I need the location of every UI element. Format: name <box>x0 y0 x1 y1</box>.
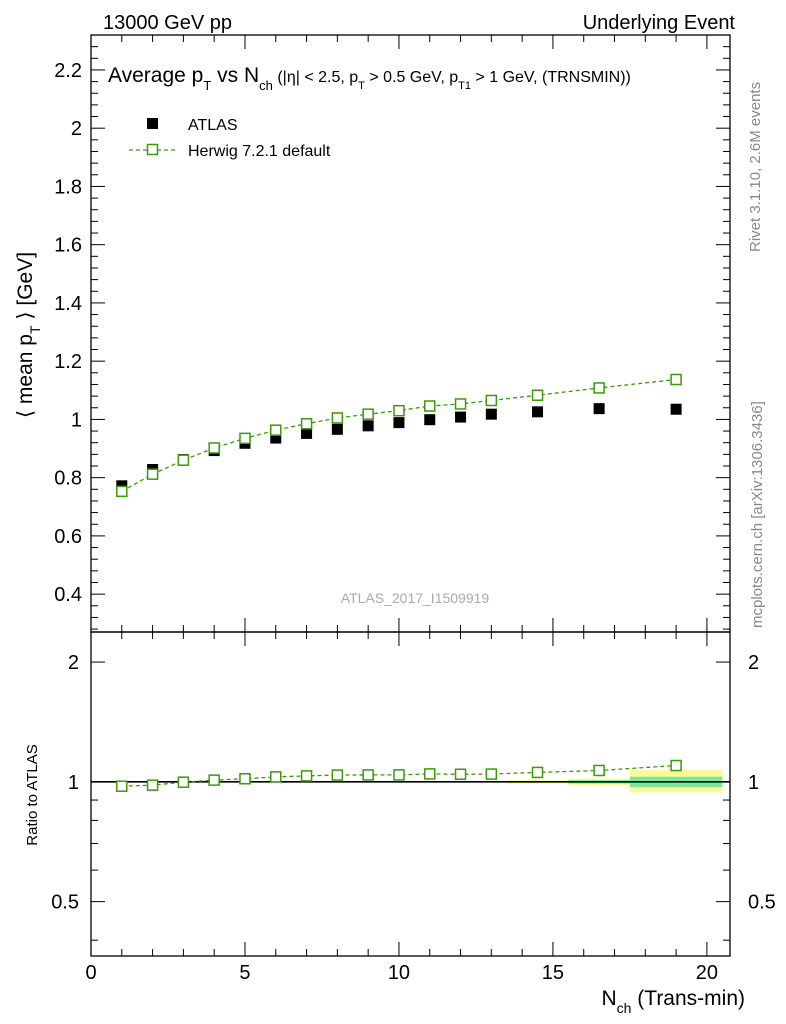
legend-label-herwig: Herwig 7.2.1 default <box>188 143 331 160</box>
x-tick-label: 0 <box>85 962 96 984</box>
analysis-id-label: ATLAS_2017_I1509919 <box>341 590 490 606</box>
atlas-point <box>455 411 467 423</box>
herwig-point <box>270 424 282 436</box>
herwig-point <box>485 394 498 407</box>
y-tick-label-main: 2.2 <box>54 60 82 82</box>
herwig-point <box>531 389 544 401</box>
ratio-herwig-point <box>300 770 313 782</box>
ratio-herwig-point <box>208 774 220 786</box>
x-tick-label: 10 <box>388 962 410 984</box>
herwig-point <box>454 398 467 410</box>
process-label: Underlying Event <box>583 12 736 34</box>
ratio-herwig-point <box>393 769 405 781</box>
atlas-point <box>532 406 544 418</box>
ratio-herwig-point <box>116 780 128 792</box>
atlas-point <box>270 432 282 444</box>
y-tick-label-main: 0.6 <box>54 526 82 548</box>
herwig-point <box>393 404 405 417</box>
atlas-point <box>424 414 436 426</box>
y-tick-label-ratio-right: 0.5 <box>748 892 776 914</box>
ratio-frame <box>90 631 731 957</box>
y-tick-label-main: 1 <box>71 409 82 431</box>
herwig-point <box>116 485 128 498</box>
y-tick-label-main: 1.8 <box>54 176 82 198</box>
main-series-layer <box>116 373 682 498</box>
atlas-point <box>301 427 313 439</box>
y-tick-label-main: 0.4 <box>54 584 82 606</box>
atlas-point <box>670 403 682 415</box>
legend: ATLAS Herwig 7.2.1 default <box>129 117 331 160</box>
herwig-point <box>239 432 251 445</box>
ratio-herwig-point <box>362 769 374 781</box>
atlas-point <box>593 403 605 415</box>
herwig-point <box>300 418 313 430</box>
energy-label: 13000 GeV pp <box>103 12 232 34</box>
y-tick-label-ratio-left: 2 <box>68 652 79 674</box>
ratio-herwig-line <box>121 764 677 787</box>
x-tick-label: 5 <box>239 962 250 984</box>
x-tick-label: 15 <box>542 962 564 984</box>
y-tick-label-ratio-right: 1 <box>748 772 759 794</box>
ratio-herwig-point <box>146 779 159 791</box>
ratio-herwig-point <box>423 768 436 780</box>
herwig-point <box>146 468 159 480</box>
ratio-herwig-point <box>670 759 682 772</box>
y-tick-label-main: 1.2 <box>54 351 82 373</box>
ratio-herwig-point <box>331 769 344 781</box>
ratio-herwig-point <box>531 766 544 779</box>
legend-marker-herwig <box>146 143 159 156</box>
mcplots-label: mcplots.cern.ch [arXiv:1306.3436] <box>749 401 766 628</box>
atlas-point <box>362 420 374 432</box>
y-tick-label-ratio-right: 2 <box>748 652 759 674</box>
ratio-herwig-point <box>177 776 190 788</box>
herwig-line <box>121 378 677 492</box>
x-axis-label: Nch (Trans-min) <box>601 987 745 1016</box>
herwig-point <box>208 442 220 454</box>
ratio-panel: 0 5 10 15 20 0.5 0.5 1 1 2 2 Ratio to ATLAS Nch (T… <box>24 631 776 1016</box>
ratio-herwig-point <box>239 773 251 785</box>
main-panel: 0.4 0.6 0.8 1 1.2 1.4 1.6 1.8 2 2.2 Average pT vs… <box>14 34 731 633</box>
y-tick-label-main: 1.4 <box>54 293 82 315</box>
main-frame <box>90 34 731 633</box>
atlas-point <box>485 408 497 420</box>
ratio-series-layer <box>91 759 730 793</box>
rivet-label: Rivet 3.1.10, 2.6M events <box>747 82 764 252</box>
ratio-ticks: 0 5 10 15 20 0.5 0.5 1 1 2 2 <box>51 632 776 984</box>
ratio-herwig-point <box>270 771 282 783</box>
ratio-herwig-point <box>485 768 498 780</box>
y-tick-label-main: 1.6 <box>54 235 82 257</box>
herwig-point <box>177 454 190 466</box>
main-y-axis-label: ⟨ mean pT ⟩ [GeV] <box>14 252 43 418</box>
legend-label-atlas: ATLAS <box>188 117 238 134</box>
ratio-y-axis-label: Ratio to ATLAS <box>24 744 41 845</box>
herwig-point <box>593 382 605 394</box>
atlas-point <box>393 417 405 429</box>
y-tick-label-ratio-left: 0.5 <box>51 892 79 914</box>
legend-marker-atlas <box>147 118 158 129</box>
herwig-point <box>362 408 374 420</box>
y-tick-label-main: 0.8 <box>54 468 82 490</box>
herwig-point <box>423 400 436 412</box>
herwig-point <box>331 412 344 424</box>
y-tick-label-ratio-left: 1 <box>68 772 79 794</box>
y-tick-label-main: 2 <box>71 118 82 140</box>
main-ticks: 0.4 0.6 0.8 1 1.2 1.4 1.6 1.8 2 2.2 <box>54 34 730 632</box>
atlas-point <box>331 423 343 435</box>
main-title: Average pT vs Nch (|η| < 2.5, pT > 0.5 G… <box>108 64 631 93</box>
ratio-herwig-point <box>454 768 467 780</box>
herwig-point <box>670 373 682 386</box>
x-tick-label: 20 <box>696 962 718 984</box>
ratio-herwig-point <box>593 764 605 777</box>
